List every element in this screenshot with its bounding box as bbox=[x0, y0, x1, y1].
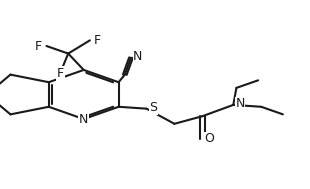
Text: F: F bbox=[35, 40, 42, 53]
Text: F: F bbox=[94, 34, 101, 47]
Text: N: N bbox=[79, 113, 88, 125]
Text: O: O bbox=[204, 132, 214, 145]
Text: F: F bbox=[57, 67, 64, 80]
Text: N: N bbox=[235, 98, 245, 110]
Text: N: N bbox=[133, 50, 143, 63]
Text: S: S bbox=[149, 101, 157, 114]
